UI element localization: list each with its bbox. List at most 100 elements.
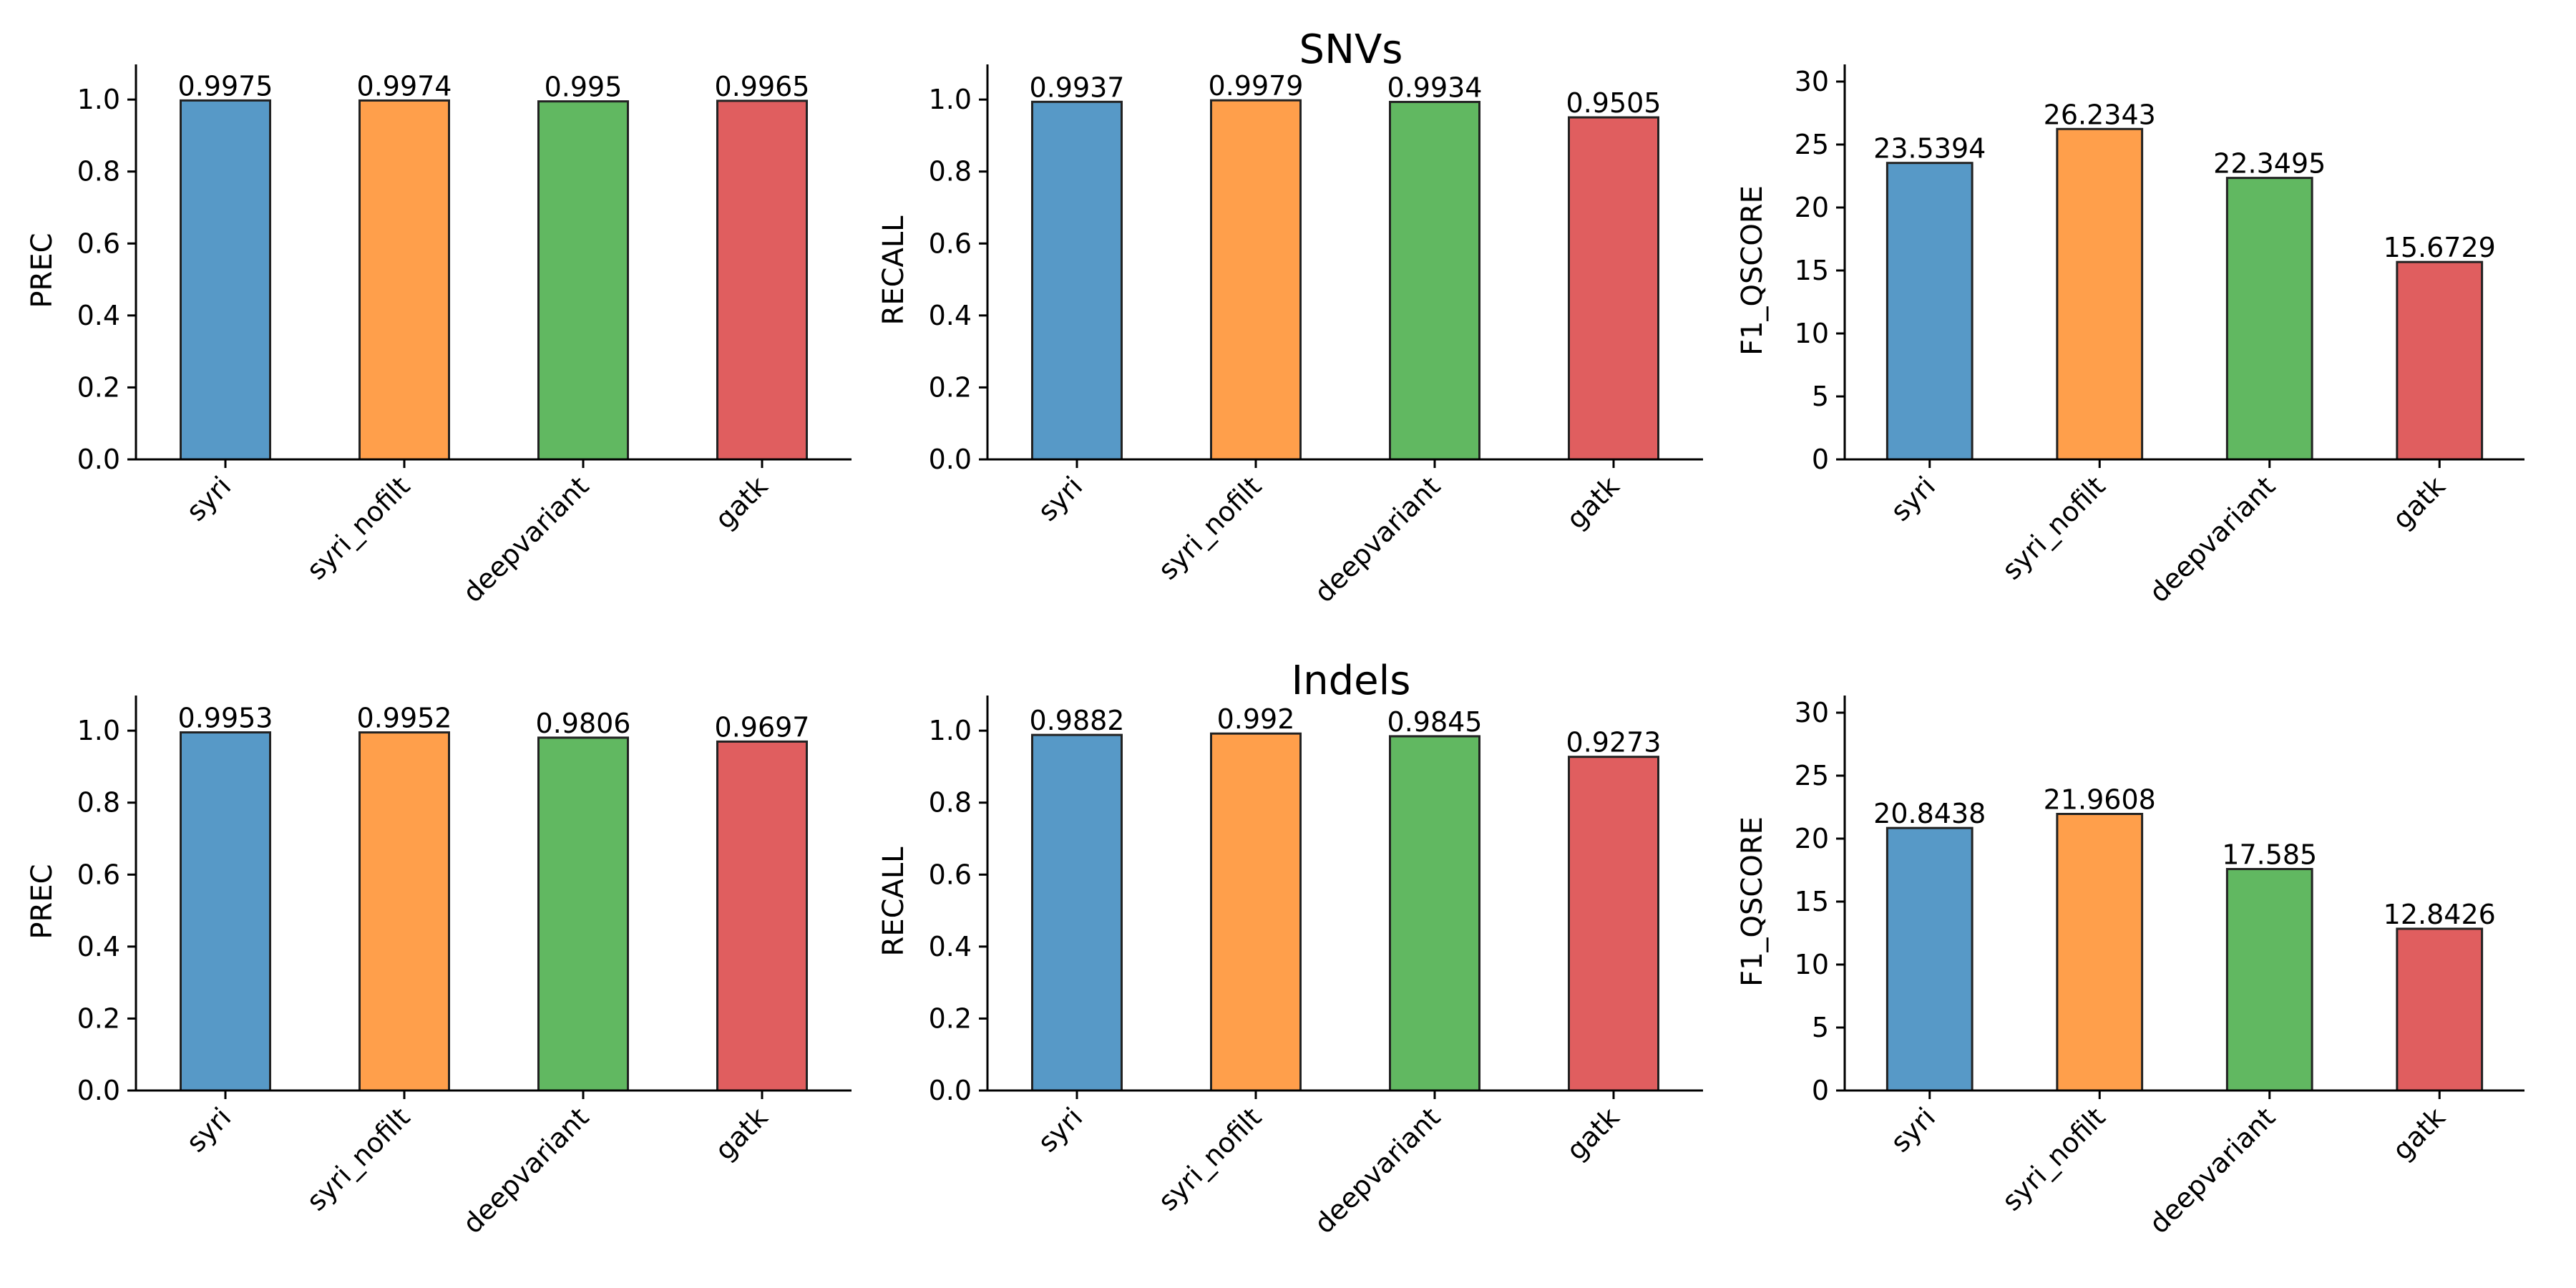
y-tick-label: 0.8	[77, 156, 120, 187]
y-tick-label: 0.2	[929, 1002, 972, 1034]
y-tick-label: 1.0	[929, 84, 972, 115]
y-tick-label: 5	[1812, 1012, 1829, 1043]
x-tick-label-gatk: gatk	[709, 1101, 774, 1166]
y-tick-label: 30	[1795, 697, 1829, 728]
x-tick-label-gatk: gatk	[709, 470, 774, 535]
bar-label-gatk: 12.8426	[2384, 899, 2496, 930]
panel-0-0: 0.9975 0.9974 0.995 0.9965 0.0 0.2 0.4 0.6 0.8 1.…	[26, 64, 852, 608]
y-tick-label: 0.6	[77, 228, 120, 259]
x-tick-label-deepvariant: deepvariant	[1308, 470, 1446, 608]
x-tick-label-gatk: gatk	[2386, 1101, 2451, 1166]
y-tick-label: 0.0	[77, 1075, 120, 1106]
y-tick-label: 0.0	[77, 444, 120, 475]
bar-gatk	[2396, 927, 2484, 1092]
x-tick-label-syri: syri	[1032, 470, 1089, 527]
bar-deepvariant	[2225, 177, 2313, 461]
panel-1-1: 0.9882 0.992 0.9845 0.9273 0.0 0.2 0.4 0.6 0.8 1.…	[877, 696, 1703, 1239]
bar-label-deepvariant: 22.3495	[2213, 148, 2326, 180]
y-tick-label: 0.2	[77, 1002, 120, 1034]
bar-label-syri_nofilt: 0.9952	[357, 703, 452, 734]
y-tick-label: 0.2	[77, 371, 120, 403]
y-axis-label: RECALL	[877, 847, 910, 957]
y-tick-label: 0.8	[929, 787, 972, 819]
bar-label-deepvariant: 0.9845	[1387, 706, 1483, 738]
bar-gatk	[716, 740, 808, 1092]
x-tick-label-syri: syri	[180, 1101, 238, 1158]
row-title-snvs: SNVs	[1299, 26, 1403, 73]
panels: 0.9975 0.9974 0.995 0.9965 0.0 0.2 0.4 0.6 0.8 1.…	[26, 64, 2524, 1239]
bar-syri_nofilt	[2056, 812, 2144, 1092]
bar-label-gatk: 0.9697	[715, 711, 810, 743]
x-tick-label-gatk: gatk	[1561, 470, 1626, 535]
x-tick-label-syri_nofilt: syri_nofilt	[1996, 470, 2111, 585]
x-tick-label-syri_nofilt: syri_nofilt	[301, 470, 416, 585]
panel-1-0: 0.9953 0.9952 0.9806 0.9697 0.0 0.2 0.4 0.6 0.8 1…	[26, 696, 852, 1239]
row-title-indels: Indels	[1292, 658, 1411, 704]
bar-deepvariant	[1389, 100, 1480, 461]
x-tick-label-deepvariant: deepvariant	[457, 470, 595, 608]
y-tick-label: 5	[1812, 381, 1829, 412]
bar-label-syri_nofilt: 0.9979	[1209, 70, 1304, 102]
x-tick-label-syri_nofilt: syri_nofilt	[1152, 1101, 1267, 1216]
y-tick-label: 20	[1795, 192, 1829, 223]
bar-syri	[1031, 733, 1123, 1092]
y-axis-label: F1_QSCORE	[1736, 816, 1769, 987]
bar-label-syri: 0.9937	[1030, 72, 1125, 103]
bar-label-syri: 0.9975	[178, 70, 273, 102]
bar-deepvariant	[1389, 735, 1480, 1092]
x-tick-label-syri: syri	[1885, 1101, 1942, 1158]
y-tick-label: 10	[1795, 949, 1829, 980]
bar-label-syri_nofilt: 0.9974	[357, 70, 452, 102]
y-tick-label: 0.4	[929, 300, 972, 331]
bar-label-syri_nofilt: 26.2343	[2044, 99, 2156, 130]
y-axis-label: RECALL	[877, 215, 910, 326]
y-tick-label: 15	[1795, 255, 1829, 286]
y-tick-label: 1.0	[77, 84, 120, 115]
bar-syri	[180, 99, 271, 461]
y-tick-label: 0	[1812, 1075, 1829, 1106]
y-tick-label: 0	[1812, 444, 1829, 475]
bar-label-gatk: 0.9273	[1566, 727, 1662, 758]
y-tick-label: 1.0	[929, 715, 972, 746]
y-tick-label: 0.6	[929, 228, 972, 259]
bar-label-syri: 23.5394	[1873, 133, 1986, 165]
bar-gatk	[2396, 260, 2484, 461]
y-tick-label: 0.8	[929, 156, 972, 187]
bar-syri_nofilt	[358, 731, 450, 1092]
bar-syri_nofilt	[1210, 99, 1302, 461]
bar-label-syri: 0.9882	[1030, 705, 1125, 736]
bar-label-syri: 0.9953	[178, 703, 273, 734]
x-tick-label-deepvariant: deepvariant	[2143, 1101, 2281, 1239]
y-tick-label: 0.2	[929, 371, 972, 403]
x-tick-label-gatk: gatk	[1561, 1101, 1626, 1166]
bar-label-syri_nofilt: 0.992	[1217, 703, 1295, 735]
x-tick-label-syri: syri	[180, 470, 238, 527]
y-tick-label: 0.0	[929, 1075, 972, 1106]
bar-syri	[1885, 826, 1974, 1092]
bar-deepvariant	[537, 736, 629, 1092]
x-tick-label-syri_nofilt: syri_nofilt	[1152, 470, 1267, 585]
bar-gatk	[1568, 116, 1659, 461]
x-tick-label-deepvariant: deepvariant	[457, 1101, 595, 1239]
bar-syri_nofilt	[1210, 732, 1302, 1092]
y-tick-label: 25	[1795, 129, 1829, 160]
panel-0-1: 0.9937 0.9979 0.9934 0.9505 0.0 0.2 0.4 0.6 0.8 1…	[877, 64, 1703, 608]
bar-label-deepvariant: 0.9806	[536, 708, 631, 739]
bar-deepvariant	[537, 100, 629, 461]
y-tick-label: 0.4	[77, 931, 120, 962]
x-tick-label-gatk: gatk	[2386, 470, 2451, 535]
y-tick-label: 0.4	[77, 300, 120, 331]
panel-0-2: 23.5394 26.2343 22.3495 15.6729 0 5 10 15 20 25 30…	[1736, 64, 2524, 608]
y-tick-label: 0.0	[929, 444, 972, 475]
bar-label-deepvariant: 0.995	[545, 72, 623, 103]
y-tick-label: 1.0	[77, 715, 120, 746]
y-tick-label: 0.6	[77, 859, 120, 890]
bar-syri	[1031, 100, 1123, 461]
x-tick-label-syri_nofilt: syri_nofilt	[1996, 1101, 2111, 1216]
bar-gatk	[1568, 756, 1659, 1092]
bar-syri	[180, 731, 271, 1092]
y-tick-label: 0.8	[77, 787, 120, 819]
x-tick-label-deepvariant: deepvariant	[2143, 470, 2281, 608]
bar-label-gatk: 0.9965	[715, 71, 810, 102]
